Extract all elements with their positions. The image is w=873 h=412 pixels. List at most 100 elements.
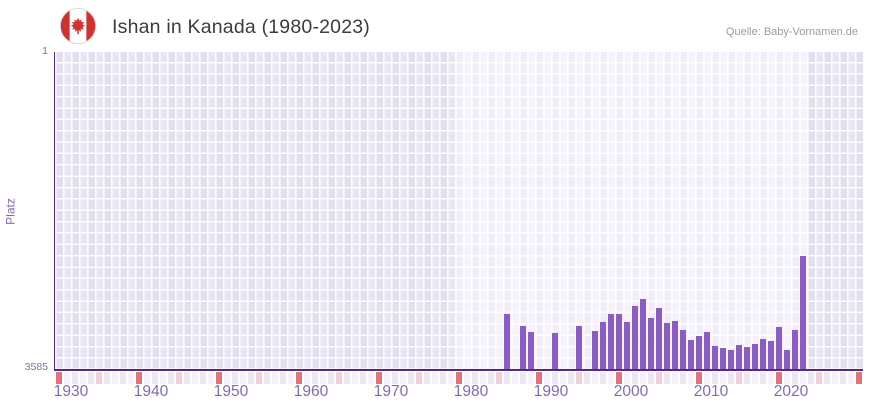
bar-2021[interactable] [783,350,791,370]
bar-2020[interactable] [775,326,783,370]
strip-cell-half-decade-1945 [175,371,183,384]
y-axis-line [54,52,56,371]
bar-1988[interactable] [519,326,527,370]
strip-cell-year-1989 [527,371,535,384]
x-label-1990: 1990 [533,383,569,400]
strip-cell-year-1931 [63,371,71,384]
strip-cell-decade-1980 [455,371,463,384]
x-label-1970: 1970 [373,383,409,400]
bar-1989[interactable] [527,331,535,370]
strip-cell-year-2024 [807,371,815,384]
strip-cell-year-2002 [631,371,639,384]
strip-cell-year-1951 [223,371,231,384]
bar-2012[interactable] [711,345,719,370]
bar-2014[interactable] [727,350,735,370]
strip-cell-year-2004 [647,371,655,384]
grid-region-after-band [807,52,863,370]
strip-cell-decade-1930 [55,371,63,384]
bar-2001[interactable] [623,322,631,370]
bar-2016[interactable] [743,346,751,370]
x-label-2010: 2010 [693,383,729,400]
strip-cell-year-2014 [727,371,735,384]
strip-cell-year-2016 [743,371,751,384]
bar-2011[interactable] [703,332,711,370]
strip-cell-year-2012 [711,371,719,384]
strip-cell-half-decade-1935 [95,371,103,384]
bar-2009[interactable] [687,340,695,370]
strip-cell-decade-2010 [695,371,703,384]
bar-2013[interactable] [719,347,727,370]
bar-2008[interactable] [679,330,687,370]
strip-cell-year-1966 [343,371,351,384]
bar-2010[interactable] [695,336,703,370]
strip-cell-year-1981 [463,371,471,384]
x-axis-line [55,369,863,371]
bar-2019[interactable] [767,340,775,370]
bar-1992[interactable] [551,333,559,370]
strip-cell-half-decade-2025 [815,371,823,384]
bar-1995[interactable] [575,326,583,370]
strip-cell-year-1936 [103,371,111,384]
canada-flag-icon [59,7,97,45]
strip-cell-year-1972 [391,371,399,384]
strip-cell-year-1992 [551,371,559,384]
grid-region-before-band [55,52,455,370]
strip-cell-year-1986 [503,371,511,384]
bar-2003[interactable] [639,299,647,370]
strip-cell-year-1962 [311,371,319,384]
bar-2015[interactable] [735,344,743,370]
bar-2017[interactable] [751,344,759,370]
strip-cell-year-1973 [399,371,407,384]
strip-cell-half-decade-1995 [575,371,583,384]
strip-cell-year-2003 [639,371,647,384]
strip-cell-year-1974 [407,371,415,384]
strip-cell-decade-1960 [295,371,303,384]
strip-cell-year-2022 [791,371,799,384]
strip-cell-year-1937 [111,371,119,384]
strip-cell-year-1954 [247,371,255,384]
highlight-band-1980-2023 [455,52,807,370]
strip-cell-half-decade-1975 [415,371,423,384]
strip-cell-year-1967 [351,371,359,384]
strip-cell-year-2011 [703,371,711,384]
strip-cell-year-1971 [383,371,391,384]
x-label-1950: 1950 [213,383,249,400]
bar-2023[interactable] [799,256,807,370]
bar-2004[interactable] [647,318,655,370]
bar-2007[interactable] [671,321,679,370]
strip-cell-year-1999 [607,371,615,384]
strip-cell-year-1932 [71,371,79,384]
strip-cell-year-1958 [279,371,287,384]
strip-cell-year-2006 [663,371,671,384]
strip-cell-year-1942 [151,371,159,384]
bar-1999[interactable] [607,313,615,370]
bar-2022[interactable] [791,330,799,370]
source-attribution: Quelle: Baby-Vornamen.de [725,26,858,38]
strip-cell-year-2017 [751,371,759,384]
bar-1986[interactable] [503,314,511,370]
strip-cell-year-2028 [839,371,847,384]
strip-cell-half-decade-1985 [495,371,503,384]
strip-cell-year-2013 [719,371,727,384]
strip-cell-year-2001 [623,371,631,384]
strip-cell-year-2019 [767,371,775,384]
strip-cell-year-1949 [207,371,215,384]
strip-cell-year-1934 [87,371,95,384]
strip-cell-year-2026 [823,371,831,384]
bar-2006[interactable] [663,323,671,370]
strip-cell-year-1979 [447,371,455,384]
x-label-1930: 1930 [53,383,89,400]
bar-2000[interactable] [615,314,623,370]
strip-cell-year-1938 [119,371,127,384]
bar-2002[interactable] [631,306,639,370]
strip-cell-year-1964 [327,371,335,384]
bar-2018[interactable] [759,339,767,370]
strip-cell-year-1947 [191,371,199,384]
bar-1997[interactable] [591,331,599,370]
bar-2005[interactable] [655,307,663,370]
bar-1998[interactable] [599,322,607,370]
y-tick-rank-3585: 3585 [24,361,48,373]
strip-cell-year-1993 [559,371,567,384]
strip-cell-decade-1940 [135,371,143,384]
